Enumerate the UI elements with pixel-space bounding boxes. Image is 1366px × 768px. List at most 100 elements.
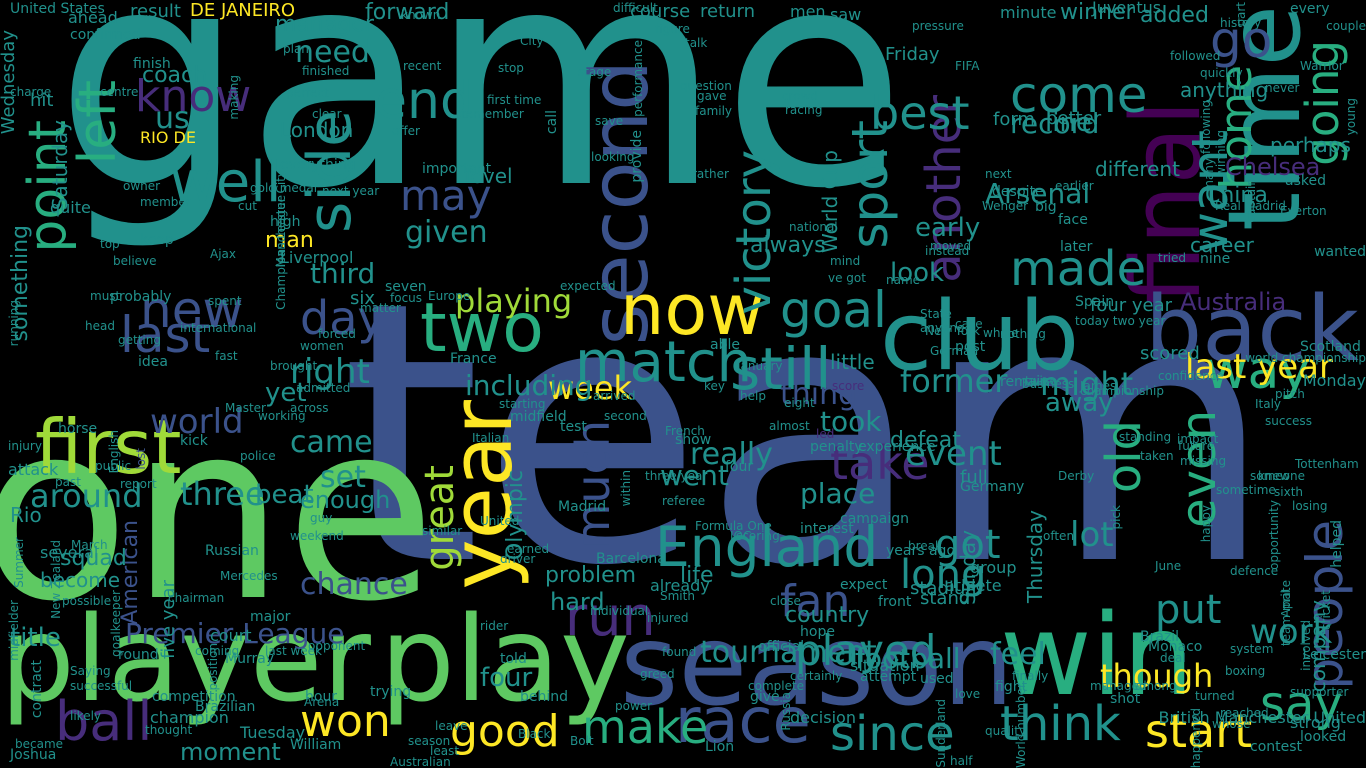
word-strong: strong bbox=[1290, 713, 1341, 732]
word-horse: horse bbox=[58, 421, 98, 437]
word-four-year: four year bbox=[1090, 295, 1173, 316]
word-making: making bbox=[227, 75, 241, 120]
word-june: June bbox=[1155, 559, 1182, 573]
word-provide: provide bbox=[629, 130, 645, 183]
word-january: January bbox=[737, 359, 783, 373]
word-english: English bbox=[107, 430, 121, 474]
word-season: season bbox=[620, 601, 1014, 731]
word-sixth: sixth bbox=[1274, 485, 1303, 499]
word-play: play bbox=[380, 590, 630, 728]
word-look: look bbox=[890, 258, 945, 288]
word-player: player bbox=[0, 590, 371, 728]
word-public: public bbox=[95, 459, 132, 473]
word-china: China bbox=[1205, 183, 1268, 208]
word-end: end bbox=[375, 71, 473, 131]
word-scoring: scoring bbox=[736, 529, 780, 543]
word-talk: talk bbox=[685, 36, 708, 50]
word-spent: spent bbox=[208, 294, 242, 308]
word-call: call bbox=[544, 110, 560, 135]
word-despite: despite bbox=[992, 184, 1044, 200]
word-chairman: chairman bbox=[168, 591, 225, 605]
word-next-year: next year bbox=[322, 184, 380, 198]
word-may: may bbox=[400, 171, 492, 220]
word-happy: happy bbox=[1199, 505, 1213, 543]
word-crowd: crowd bbox=[782, 89, 819, 103]
word-plan: plan bbox=[283, 42, 309, 56]
word-stand: stand bbox=[920, 588, 971, 609]
word-able: able bbox=[710, 337, 740, 353]
word-forced: forced bbox=[318, 327, 356, 341]
word-losing: losing bbox=[1292, 499, 1328, 513]
word-recent: recent bbox=[403, 59, 442, 73]
word-make: make bbox=[582, 700, 709, 754]
word-italy: Italy bbox=[1255, 397, 1282, 411]
word-member: member bbox=[140, 195, 191, 209]
word-fast: fast bbox=[215, 349, 238, 363]
word-result: result bbox=[130, 1, 181, 22]
word-monaco: Monaco bbox=[1148, 639, 1203, 655]
word-real-madrid: Real Madrid bbox=[1215, 199, 1286, 213]
word-break: break bbox=[908, 539, 942, 553]
word-everton: Everton bbox=[1280, 204, 1327, 218]
word-french: French bbox=[665, 424, 705, 438]
word-full: full bbox=[960, 467, 988, 488]
word-problem: problem bbox=[545, 563, 637, 588]
word-brazilian: Brazilian bbox=[195, 699, 256, 715]
word-world-cup: World Cup bbox=[818, 150, 842, 254]
word-game: game bbox=[55, 0, 907, 254]
word-fight: fight bbox=[995, 679, 1028, 695]
word-saying: Saying bbox=[70, 664, 111, 678]
word-situation: situation bbox=[850, 656, 920, 675]
word-added: added bbox=[1140, 3, 1209, 28]
word-today-two-year: today two year bbox=[1075, 314, 1166, 328]
word-match: match bbox=[575, 330, 753, 395]
word-referee: referee bbox=[662, 494, 706, 508]
word-former: former bbox=[900, 362, 1008, 400]
word-form: form bbox=[993, 109, 1035, 130]
word-test: test bbox=[560, 419, 587, 435]
word-involved: involved bbox=[1299, 620, 1313, 671]
word-american: American bbox=[118, 520, 143, 625]
word-led: led bbox=[816, 427, 835, 441]
word-know: know bbox=[135, 71, 252, 122]
word-seven: seven bbox=[385, 279, 427, 295]
word-chance: chance bbox=[300, 567, 408, 602]
word-chelsea: Chelsea bbox=[1225, 153, 1321, 181]
word-april: April bbox=[1279, 590, 1293, 618]
word-name: name bbox=[886, 273, 921, 287]
word-well: well bbox=[170, 150, 282, 215]
word-gold-medal: gold medal bbox=[250, 181, 318, 195]
word-competition: competition bbox=[152, 689, 236, 705]
word-united: United bbox=[480, 514, 520, 528]
word-thought: thought bbox=[145, 723, 193, 737]
word-whose: whose bbox=[1212, 717, 1251, 731]
word-two: two bbox=[420, 289, 544, 368]
word-history: history bbox=[1220, 16, 1262, 30]
word-club: club bbox=[880, 282, 1080, 392]
word-record: record bbox=[1010, 107, 1100, 140]
word-nine: nine bbox=[1200, 251, 1231, 267]
word-helped: helped bbox=[1329, 520, 1345, 568]
word-cut: cut bbox=[238, 199, 257, 213]
word-australian: Australian bbox=[390, 755, 451, 768]
word-couple: couple bbox=[1326, 19, 1366, 33]
word-keep: keep bbox=[140, 232, 174, 248]
word-perfect: perfect bbox=[286, 86, 329, 100]
word-stop: stop bbox=[498, 61, 524, 75]
word-anything: anything bbox=[1180, 78, 1269, 102]
word-black: Black bbox=[518, 727, 551, 741]
word-defeat: defeat bbox=[890, 428, 961, 453]
word-nothing: nothing bbox=[1000, 327, 1046, 341]
word-murray: Murray bbox=[225, 651, 275, 667]
word-world: world bbox=[150, 402, 244, 442]
word-master: Master bbox=[225, 401, 266, 415]
word-half: half bbox=[950, 754, 973, 768]
word-taken: taken bbox=[1140, 449, 1174, 463]
word-scored: scored bbox=[1140, 343, 1200, 364]
word-help: help bbox=[740, 389, 766, 403]
word-centre: centre bbox=[100, 85, 139, 99]
word-love: love bbox=[955, 687, 981, 701]
word-great: great bbox=[417, 465, 463, 571]
word-pitch: pitch bbox=[1275, 387, 1305, 401]
word-lost: lost bbox=[134, 448, 148, 470]
